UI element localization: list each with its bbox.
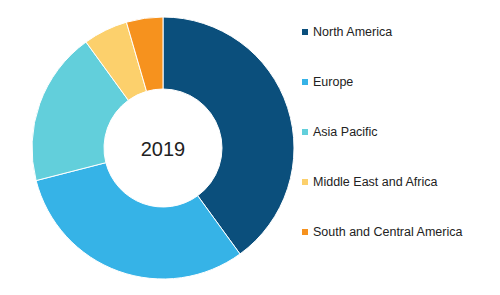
slice: [36, 163, 240, 279]
chart: 2019 North America Europe Asia Pacific Middl…: [0, 0, 500, 295]
slice: [126, 17, 163, 91]
center-title: 2019: [141, 138, 186, 160]
legend-label: Asia Pacific: [313, 125, 378, 139]
legend-swatch: [302, 79, 308, 85]
legend-swatch: [302, 129, 308, 135]
legend-label: Middle East and Africa: [313, 175, 437, 189]
legend-swatch: [302, 179, 308, 185]
legend-swatch: [302, 29, 308, 35]
legend-label: North America: [313, 25, 392, 39]
legend: North America Europe Asia Pacific Middle Ea…: [302, 25, 462, 239]
legend-swatch: [302, 229, 308, 235]
legend-label: Europe: [313, 75, 353, 89]
slices: [32, 17, 294, 279]
legend-label: South and Central America: [313, 225, 462, 239]
